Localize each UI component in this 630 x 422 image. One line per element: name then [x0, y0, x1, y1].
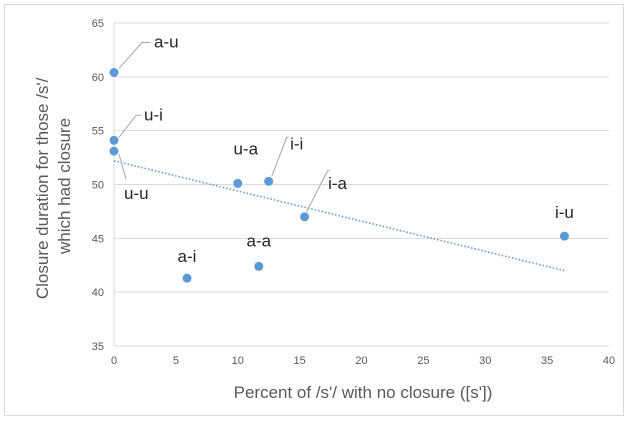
leader-line-i-i	[271, 136, 289, 177]
gridlines	[113, 22, 609, 347]
data-point-a-i	[182, 273, 192, 283]
trendline	[113, 160, 565, 272]
x-tick-label: 20	[355, 355, 367, 367]
y-axis-title-line-2: which had closure	[55, 118, 74, 255]
data-label-i-i: i-i	[290, 134, 303, 153]
trendline-group	[113, 160, 565, 272]
y-tick-label: 35	[92, 341, 104, 353]
data-label-u-a: u-a	[233, 139, 258, 158]
y-tick-label: 55	[92, 126, 104, 138]
x-tick-label: 15	[294, 355, 306, 367]
data-point-a-a	[254, 261, 264, 271]
y-tick-label: 50	[92, 180, 104, 192]
y-tick-label: 40	[92, 287, 104, 299]
y-axis-title-line-1: Closure duration for those /s'/	[33, 77, 52, 299]
leader-line-i-a	[306, 170, 330, 213]
y-tick-label: 65	[92, 18, 104, 30]
data-label-i-a: i-a	[328, 174, 347, 193]
data-point-i-a	[300, 212, 310, 222]
data-label-a-a: a-a	[246, 231, 271, 250]
x-axis-title: Percent of /s'/ with no closure ([s'])	[234, 383, 493, 402]
chart-area	[4, 4, 624, 416]
leader-line-u-i	[118, 114, 141, 138]
data-point-a-u	[109, 68, 119, 78]
data-point-i-u	[559, 231, 569, 241]
leader-lines	[118, 42, 330, 213]
data-label-u-u: u-u	[124, 184, 149, 203]
y-tick-label: 60	[92, 72, 104, 84]
y-axis-title: Closure duration for those /s'/ which ha…	[33, 73, 74, 299]
data-point-u-a	[233, 178, 243, 188]
data-points	[109, 68, 569, 283]
data-labels: a-u u-i u-u a-i u-a a-a i-i i-a i-u	[124, 33, 574, 267]
x-tick-label: 40	[603, 355, 615, 367]
data-label-a-i: a-i	[178, 247, 197, 266]
y-tick-label: 45	[92, 233, 104, 245]
x-tick-label: 25	[417, 355, 429, 367]
x-tick-label: 5	[173, 355, 179, 367]
leader-line-a-u	[118, 42, 150, 69]
data-label-i-u: i-u	[555, 203, 574, 222]
data-point-i-i	[264, 176, 274, 186]
tick-labels: 35 40 45 50 55 60 65 0 5 10 15 20 25 30 35 40	[92, 18, 615, 367]
x-tick-label: 35	[541, 355, 553, 367]
x-tick-label: 10	[232, 355, 244, 367]
data-label-a-u: a-u	[154, 33, 179, 52]
data-point-u-u	[109, 146, 119, 156]
data-point-u-i	[109, 135, 119, 145]
x-tick-label: 0	[111, 355, 117, 367]
leader-line-u-u	[118, 153, 127, 180]
x-tick-label: 30	[479, 355, 491, 367]
data-label-u-i: u-i	[144, 105, 163, 124]
